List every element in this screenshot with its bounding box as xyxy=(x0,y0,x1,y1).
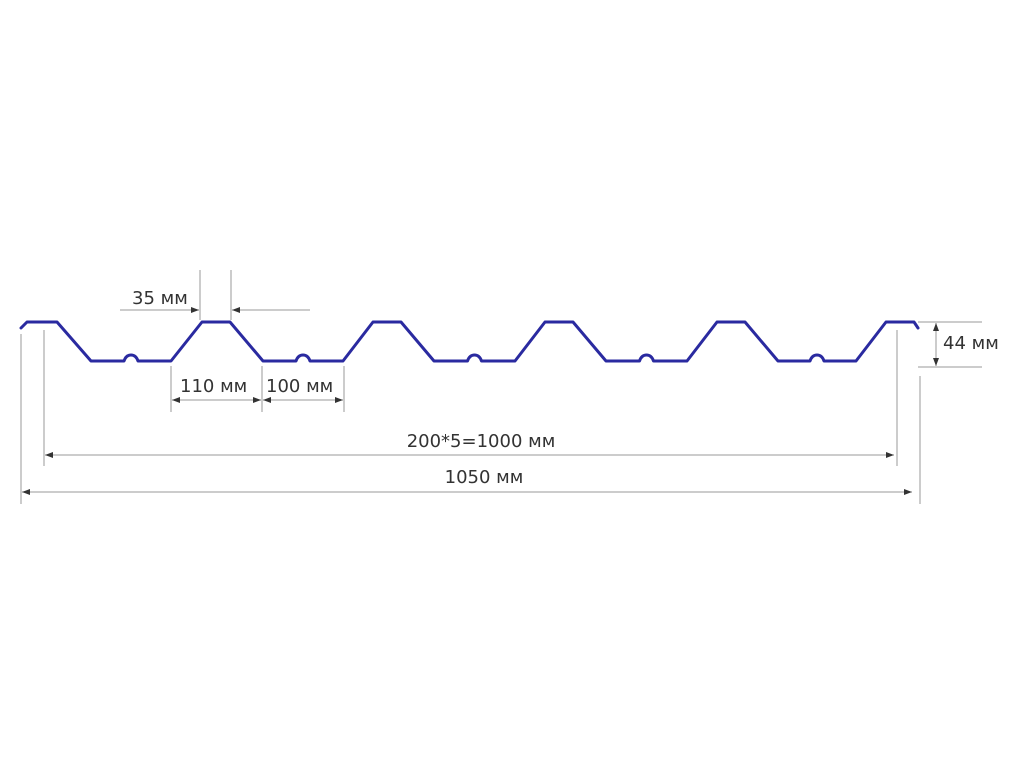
label-effective-width: 200*5=1000 мм xyxy=(407,431,556,452)
dim-rib-top: 35 мм xyxy=(120,270,310,320)
label-rib-base: 110 мм xyxy=(180,376,247,397)
dim-total-width: 1050 мм xyxy=(20,334,921,504)
label-rib-top: 35 мм xyxy=(132,288,188,309)
label-height: 44 мм xyxy=(943,333,999,354)
label-trough: 100 мм xyxy=(266,376,333,397)
dim-effective-width: 200*5=1000 мм xyxy=(43,330,898,466)
label-total-width: 1050 мм xyxy=(445,467,524,488)
sheet-profile xyxy=(19,320,920,363)
dim-height: 44 мм xyxy=(918,321,999,368)
dim-rib-base: 110 мм 100 мм xyxy=(170,366,345,412)
